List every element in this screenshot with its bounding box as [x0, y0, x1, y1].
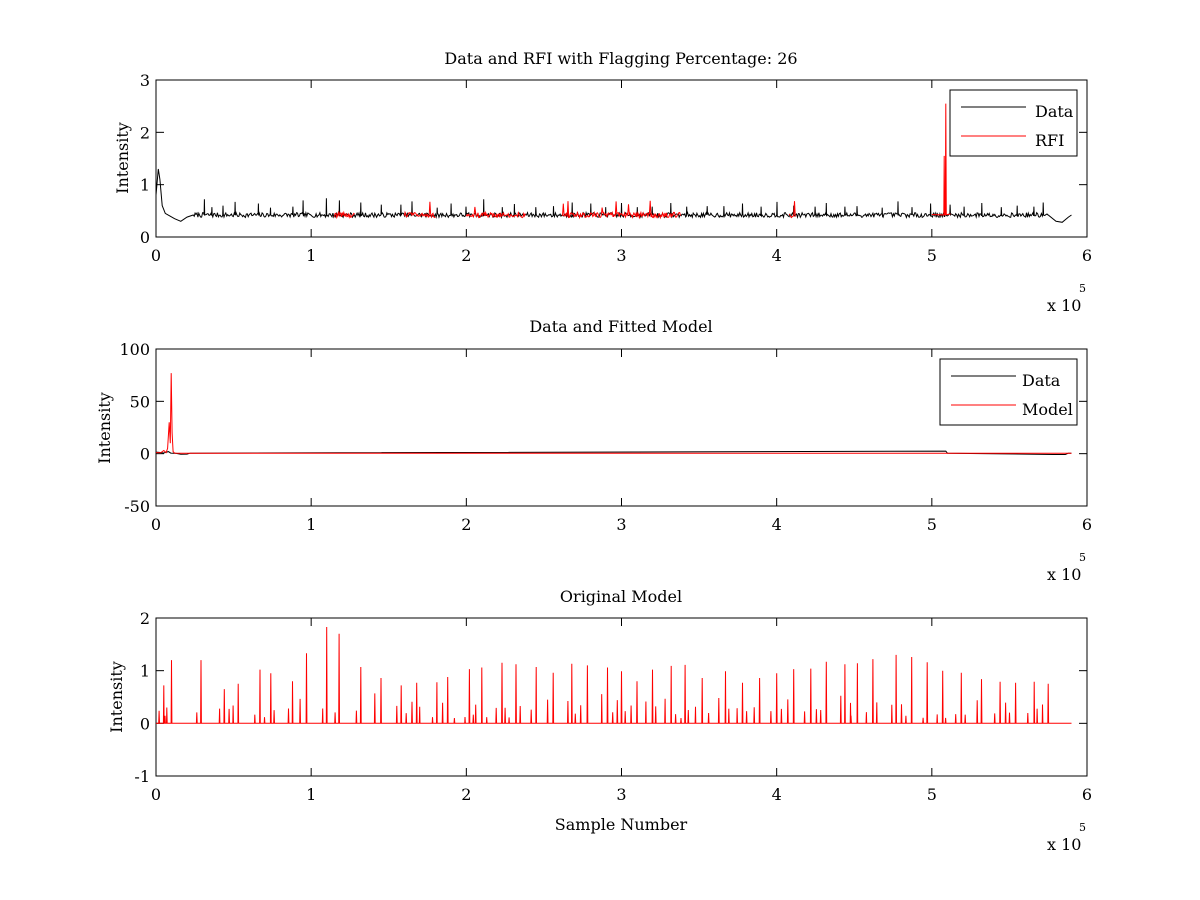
- x-tick-label: 0: [151, 246, 161, 265]
- series-rfi-segment: [403, 201, 436, 219]
- y-tick-label: 50: [130, 392, 150, 411]
- subplot-3-title: Original Model: [560, 587, 682, 606]
- x-exponent-base: x 10: [1047, 835, 1081, 854]
- x-tick-label: 1: [306, 246, 316, 265]
- subplot-1-ylabel: Intensity: [113, 122, 132, 194]
- series-rfi-segment: [333, 210, 355, 220]
- legend-box: [949, 89, 1078, 157]
- legend-label-data: Data: [1022, 371, 1061, 390]
- x-tick-label: 3: [616, 246, 626, 265]
- series-rfi-spike: [944, 103, 947, 216]
- x-tick-label: 5: [927, 515, 937, 534]
- subplot-3-xlabel: Sample Number: [555, 815, 688, 834]
- series-rfi-segment: [465, 206, 526, 219]
- x-exponent-base: x 10: [1047, 296, 1081, 315]
- series-rfi-spike: [943, 155, 946, 216]
- series-model-line: [156, 626, 1072, 724]
- x-exponent-base: x 10: [1047, 565, 1081, 584]
- x-tick-label: 2: [461, 246, 471, 265]
- x-exponent-power: 5: [1079, 821, 1086, 834]
- x-exponent-power: 5: [1079, 282, 1086, 295]
- y-tick-label: 0: [140, 714, 150, 733]
- legend-label-model: Model: [1022, 400, 1073, 419]
- subplot-2-ylabel: Intensity: [95, 392, 114, 464]
- subplot-model-fit: Data and Fitted Model Intensity 0 1 2 3 4 5 6 -…: [95, 317, 1092, 584]
- series-model-line: [155, 373, 1072, 454]
- series-rfi-segment: [931, 213, 951, 216]
- x-tick-label: 6: [1082, 515, 1092, 534]
- legend-label-data: Data: [1035, 102, 1074, 121]
- y-tick-label: 2: [140, 123, 150, 142]
- y-tick-label: 3: [140, 71, 150, 90]
- series-rfi-segment: [788, 201, 796, 219]
- y-tick-label: 1: [140, 662, 150, 681]
- x-tick-label: 3: [616, 785, 626, 804]
- x-tick-label: 5: [927, 785, 937, 804]
- x-tick-label: 6: [1082, 246, 1092, 265]
- y-tick-label: 0: [140, 228, 150, 247]
- x-tick-label: 5: [927, 246, 937, 265]
- y-tick-label: -50: [124, 497, 150, 516]
- y-tick-label: 2: [140, 609, 150, 628]
- y-tick-label: 100: [119, 340, 150, 359]
- y-tick-label: 0: [140, 445, 150, 464]
- subplot-original-model: Original Model Intensity Sample Number 0…: [107, 587, 1092, 854]
- legend-box: [939, 358, 1078, 426]
- legend: Data Model: [939, 358, 1078, 426]
- x-tick-label: 0: [151, 785, 161, 804]
- x-tick-label: 1: [306, 515, 316, 534]
- x-exponent-power: 5: [1079, 551, 1086, 564]
- legend-label-rfi: RFI: [1035, 131, 1064, 150]
- x-tick-label: 3: [616, 515, 626, 534]
- x-tick-label: 4: [772, 785, 782, 804]
- subplot-rfi: Data and RFI with Flagging Percentage: 2…: [113, 49, 1092, 315]
- x-tick-label: 0: [151, 515, 161, 534]
- y-tick-label: 1: [140, 176, 150, 195]
- series-rfi-segment: [562, 200, 681, 220]
- x-tick-label: 4: [772, 246, 782, 265]
- x-tick-label: 1: [306, 785, 316, 804]
- x-tick-label: 6: [1082, 785, 1092, 804]
- subplot-1-title: Data and RFI with Flagging Percentage: 2…: [444, 49, 797, 68]
- x-tick-label: 4: [772, 515, 782, 534]
- y-tick-label: -1: [134, 767, 150, 786]
- subplot-2-title: Data and Fitted Model: [529, 317, 712, 336]
- subplot-3-ylabel: Intensity: [107, 661, 126, 733]
- x-tick-label: 2: [461, 785, 471, 804]
- x-tick-label: 2: [461, 515, 471, 534]
- legend: Data RFI: [949, 89, 1078, 157]
